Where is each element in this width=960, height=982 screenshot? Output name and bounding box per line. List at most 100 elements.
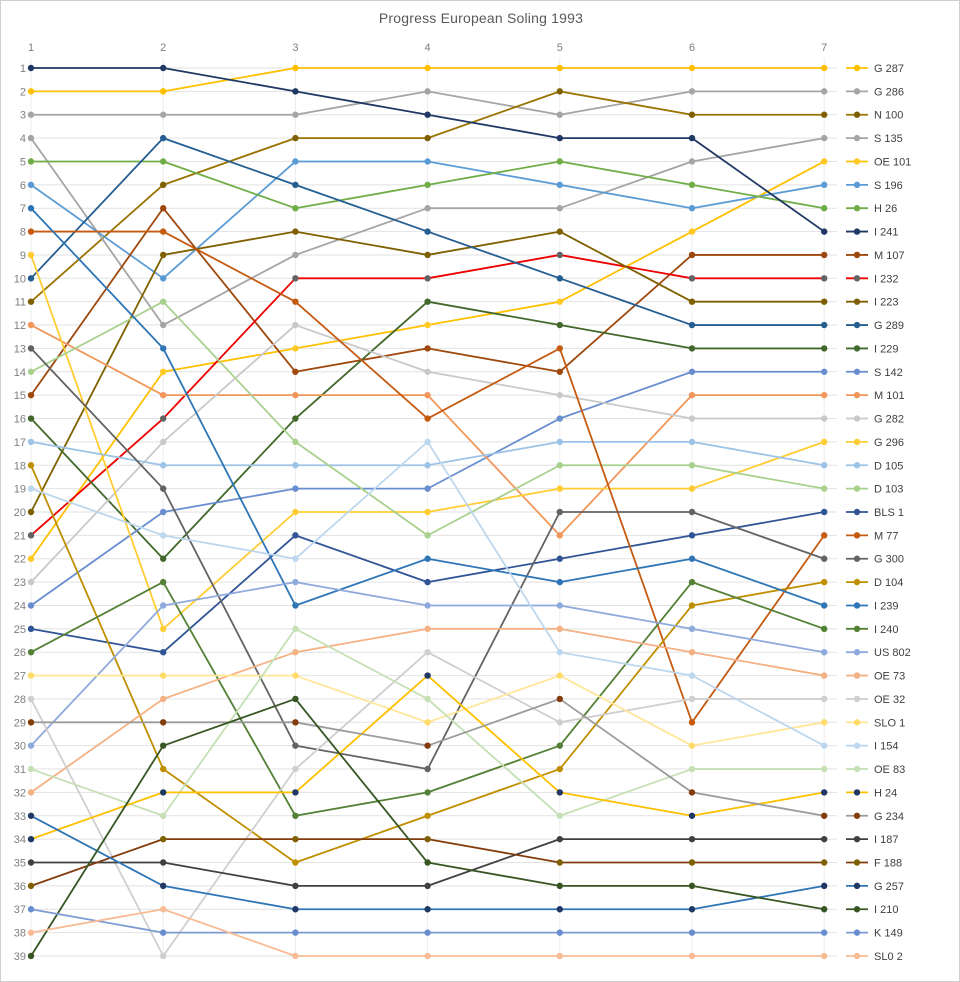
- series-s-135: [27, 134, 828, 329]
- y-axis-tick-label: 33: [14, 811, 26, 823]
- legend-label-k-149: K 149: [874, 928, 903, 940]
- legend: G 287 G 286 N 100 S 135 OE 101 S 196 H 26 I 241…: [846, 63, 911, 963]
- series-marker-i-241: [821, 228, 828, 235]
- series-marker-s-196: [556, 181, 563, 189]
- series-marker-m-107: [556, 368, 563, 375]
- series-marker-g-286: [556, 111, 563, 118]
- series-marker-i-154: [556, 649, 563, 656]
- series-marker-g-287: [160, 88, 167, 95]
- series-marker-i-240: [424, 789, 431, 796]
- series-marker-g-296: [556, 485, 563, 492]
- legend-item-oe-73: OE 73: [846, 671, 905, 683]
- y-axis-tick-label: 30: [14, 741, 26, 753]
- series-us-802: [27, 578, 828, 749]
- series-marker-i-239: [292, 602, 299, 609]
- series-marker-i-232: [688, 275, 696, 282]
- series-marker-us-802: [27, 742, 35, 749]
- series-marker-k-149: [821, 929, 828, 936]
- series-marker-slo-1: [160, 672, 167, 679]
- series-marker-oe-32: [821, 695, 828, 703]
- series-marker-slo-1: [556, 672, 563, 679]
- series-marker-g-286: [27, 111, 35, 118]
- series-marker-i-241: [27, 64, 35, 72]
- series-g-282: [27, 321, 828, 586]
- series-marker-sl0-2: [688, 952, 696, 960]
- y-axis-tick-label: 32: [14, 787, 26, 799]
- series-oe-73: [27, 625, 828, 796]
- series-marker-g-300: [821, 555, 828, 562]
- series-marker-m-77: [160, 228, 167, 235]
- legend-swatch-marker-m-77: [853, 532, 861, 539]
- y-axis-tick-label: 6: [20, 180, 26, 192]
- series-marker-g-286: [821, 88, 828, 95]
- legend-label-i-239: I 239: [874, 600, 898, 612]
- y-axis-tick-label: 22: [14, 554, 26, 566]
- series-marker-g-300: [688, 508, 696, 516]
- series-marker-m-101: [424, 391, 431, 399]
- y-axis-tick-label: 18: [14, 460, 26, 472]
- x-axis-tick-label: 5: [557, 42, 563, 54]
- legend-label-i-154: I 154: [874, 741, 898, 753]
- series-marker-h-24: [556, 789, 563, 796]
- series-marker-d-103: [292, 438, 299, 446]
- series-marker-bls-1: [556, 555, 563, 562]
- series-marker-us-802: [424, 602, 431, 609]
- series-marker-i-232: [27, 532, 35, 539]
- series-marker-g-286: [688, 88, 696, 95]
- series-marker-g-286: [424, 88, 431, 95]
- y-axis-tick-label: 39: [14, 951, 26, 963]
- series-marker-i-229: [27, 415, 35, 422]
- legend-swatch-marker-bls-1: [853, 508, 861, 516]
- y-axis-tick-label: 7: [20, 203, 26, 215]
- series-marker-d-105: [292, 462, 299, 469]
- legend-swatch-marker-s-142: [853, 368, 861, 375]
- legend-label-f-188: F 188: [874, 858, 902, 870]
- series-oe-32: [27, 649, 828, 960]
- series-marker-oe-73: [556, 625, 563, 633]
- series-marker-m-107: [424, 345, 431, 352]
- series-marker-g-300: [27, 345, 35, 352]
- series-n-100: [27, 88, 828, 305]
- series-i-240: [27, 578, 828, 819]
- series-marker-oe-83: [160, 812, 167, 819]
- legend-item-i-154: I 154: [846, 741, 898, 753]
- legend-swatch-marker-g-289: [853, 321, 861, 329]
- y-axis-tick-label: 8: [20, 227, 26, 239]
- series-marker-m-101: [556, 532, 563, 539]
- series-marker-slo-1: [821, 719, 828, 726]
- series-marker-sl0-2: [160, 906, 167, 913]
- y-axis-tick-label: 24: [14, 600, 26, 612]
- series-marker-i-187: [688, 835, 696, 843]
- legend-item-g-300: G 300: [846, 554, 904, 566]
- series-marker-i-187: [556, 835, 563, 843]
- series-marker-bls-1: [292, 532, 299, 539]
- series-marker-k-149: [292, 929, 299, 936]
- y-axis-tick-label: 29: [14, 717, 26, 729]
- series-marker-s-135: [27, 134, 35, 142]
- series-marker-us-802: [821, 649, 828, 656]
- legend-item-g-287: G 287: [846, 63, 904, 75]
- series-marker-d-104: [821, 578, 828, 586]
- legend-swatch-marker-g-234: [853, 812, 861, 819]
- legend-label-g-300: G 300: [874, 554, 904, 566]
- series-marker-s-135: [556, 205, 563, 212]
- series-marker-i-239: [160, 345, 167, 352]
- series-marker-i-232: [292, 275, 299, 282]
- series-marker-i-223: [27, 508, 35, 516]
- series-marker-g-289: [821, 321, 828, 329]
- series-marker-i-154: [424, 438, 431, 446]
- series-f-188: [27, 835, 828, 890]
- series-marker-d-104: [556, 765, 563, 773]
- series-marker-i-240: [27, 649, 35, 656]
- series-marker-k-149: [688, 929, 696, 936]
- legend-label-sl0-2: SL0 2: [874, 951, 903, 963]
- series-marker-m-77: [292, 298, 299, 305]
- legend-label-m-77: M 77: [874, 530, 898, 542]
- series-marker-oe-101: [27, 555, 35, 562]
- series-marker-i-240: [821, 625, 828, 633]
- series-g-289: [27, 134, 828, 329]
- series-marker-g-257: [424, 906, 431, 913]
- series-marker-g-296: [292, 508, 299, 516]
- series-marker-s-196: [292, 158, 299, 165]
